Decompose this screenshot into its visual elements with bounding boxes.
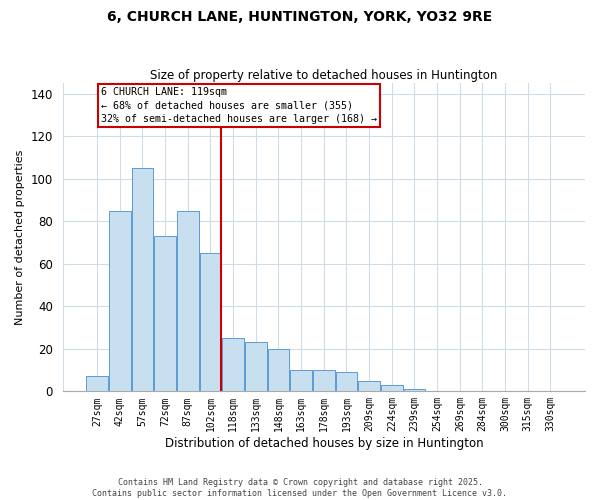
X-axis label: Distribution of detached houses by size in Huntington: Distribution of detached houses by size … bbox=[164, 437, 483, 450]
Bar bbox=[109, 210, 131, 392]
Bar bbox=[404, 389, 425, 392]
Text: 6 CHURCH LANE: 119sqm
← 68% of detached houses are smaller (355)
32% of semi-det: 6 CHURCH LANE: 119sqm ← 68% of detached … bbox=[101, 88, 377, 124]
Bar bbox=[223, 338, 244, 392]
Bar bbox=[358, 380, 380, 392]
Title: Size of property relative to detached houses in Huntington: Size of property relative to detached ho… bbox=[150, 69, 497, 82]
Bar bbox=[290, 370, 312, 392]
Bar bbox=[381, 385, 403, 392]
Bar bbox=[268, 349, 289, 392]
Bar bbox=[200, 253, 221, 392]
Y-axis label: Number of detached properties: Number of detached properties bbox=[15, 150, 25, 325]
Text: 6, CHURCH LANE, HUNTINGTON, YORK, YO32 9RE: 6, CHURCH LANE, HUNTINGTON, YORK, YO32 9… bbox=[107, 10, 493, 24]
Bar bbox=[132, 168, 153, 392]
Bar bbox=[86, 376, 108, 392]
Bar bbox=[177, 210, 199, 392]
Bar bbox=[154, 236, 176, 392]
Bar bbox=[336, 372, 357, 392]
Bar bbox=[313, 370, 335, 392]
Bar bbox=[245, 342, 266, 392]
Text: Contains HM Land Registry data © Crown copyright and database right 2025.
Contai: Contains HM Land Registry data © Crown c… bbox=[92, 478, 508, 498]
